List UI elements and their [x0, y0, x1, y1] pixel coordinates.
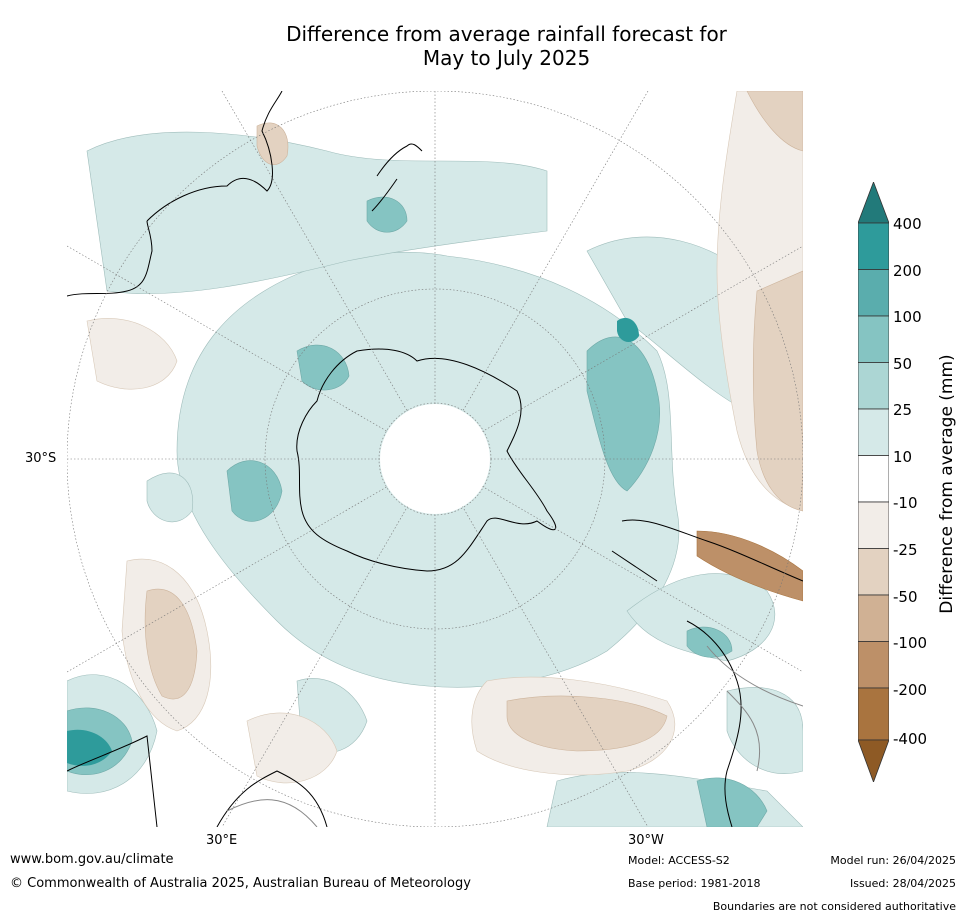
map-title: Difference from average rainfall forecas…	[0, 22, 965, 70]
south-america-coastline	[611, 519, 803, 827]
lon-label-30w: 30°W	[628, 833, 664, 848]
colorbar-tick: -50	[893, 588, 918, 606]
colorbar-tick: -25	[893, 541, 918, 559]
footer-copyright: © Commonwealth of Australia 2025, Austra…	[10, 876, 471, 891]
colorbar-tick: 100	[893, 308, 922, 326]
colorbar-band	[858, 455, 889, 503]
strong-dry-regions	[696, 530, 803, 602]
colorbar-band	[858, 269, 889, 317]
title-line-1: Difference from average rainfall forecas…	[286, 22, 727, 46]
moderate-dry-regions	[144, 91, 803, 752]
colorbar-tick: 10	[893, 448, 913, 466]
title-line-2: May to July 2025	[422, 46, 591, 70]
colorbar-title: Difference from average (mm)	[937, 354, 957, 614]
colorbar-band	[858, 501, 889, 549]
colorbar-band	[858, 362, 889, 410]
colorbar-band	[858, 222, 889, 270]
coastlines	[67, 91, 803, 827]
footer-issued: Issued: 28/04/2025	[849, 877, 956, 890]
lon-label-30e: 30°E	[206, 833, 238, 848]
colorbar-band	[858, 641, 889, 689]
antarctica-coastline	[296, 348, 557, 572]
new-zealand-coastline	[371, 143, 423, 212]
colorbar	[858, 182, 889, 782]
colorbar-tick: 50	[893, 355, 913, 373]
footer-url: www.bom.gov.au/climate	[10, 852, 174, 867]
footer-base-period: Base period: 1981-2018	[628, 877, 761, 890]
footer-model: Model: ACCESS-S2	[628, 854, 730, 867]
colorbar-tick: 25	[893, 401, 913, 419]
lat-label-30s: 30°S	[25, 451, 57, 466]
political-boundaries	[226, 645, 803, 827]
colorbar-extend-top	[858, 182, 889, 224]
rainfall-anomaly-map	[67, 91, 803, 827]
colorbar-band	[858, 548, 889, 596]
footer-model-run: Model run: 26/04/2025	[830, 854, 956, 867]
south-pole-cap	[380, 404, 490, 514]
africa-coastline	[67, 735, 328, 827]
colorbar-tick: -100	[893, 634, 928, 652]
colorbar-tick: -400	[893, 730, 928, 748]
colorbar-tick: -10	[893, 494, 918, 512]
colorbar-band	[858, 687, 889, 741]
colorbar-band	[858, 408, 889, 456]
colorbar-tick: -200	[893, 681, 928, 699]
australia-coastline	[67, 91, 283, 297]
colorbar-tick: 200	[893, 262, 922, 280]
colorbar-band	[858, 315, 889, 363]
colorbar-band	[858, 594, 889, 642]
footer-boundaries-note: Boundaries are not considered authoritat…	[712, 900, 956, 913]
colorbar-extend-bottom	[858, 739, 889, 782]
colorbar-tick: 400	[893, 215, 922, 233]
